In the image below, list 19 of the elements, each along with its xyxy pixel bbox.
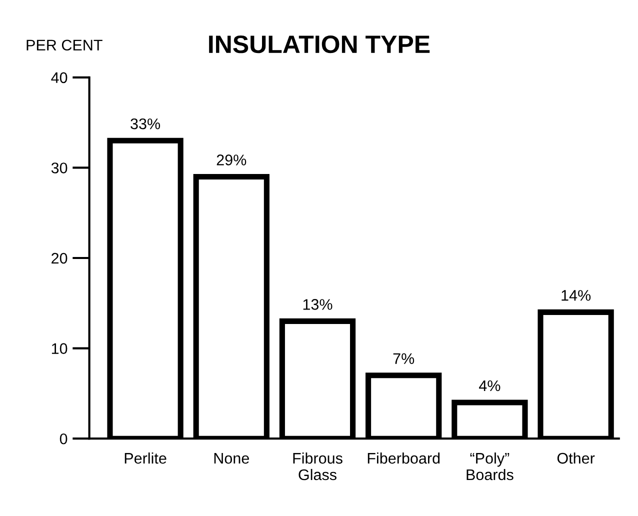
data-label: 29%	[216, 154, 246, 166]
data-label: 33%	[130, 118, 160, 130]
x-tick-label: None	[214, 453, 249, 464]
data-label: 4%	[479, 380, 500, 392]
y-tick-label: 20	[52, 252, 68, 264]
data-label: 7%	[393, 353, 414, 364]
data-label: 13%	[303, 299, 332, 310]
x-tick-label: “Poly” Boards	[466, 452, 514, 480]
x-tick-label: Fibrous Glass	[293, 452, 342, 480]
x-tick-label: Fiberboard	[368, 452, 440, 464]
y-axis-title: PER CENT	[26, 40, 102, 51]
x-tick-label: Perlite	[124, 452, 166, 464]
y-tick-label: 10	[52, 343, 68, 354]
chart-title: INSULATION TYPE	[209, 35, 430, 54]
y-tick-label: 40	[51, 72, 68, 84]
y-tick-label: 30	[51, 162, 68, 174]
data-label: 14%	[562, 290, 591, 301]
y-tick-label: 0	[60, 433, 68, 444]
x-tick-label: Other	[557, 452, 595, 464]
